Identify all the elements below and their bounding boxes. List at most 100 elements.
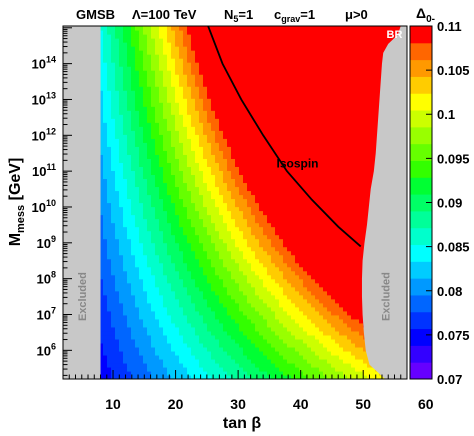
heatmap-cell	[155, 34, 160, 39]
heatmap-cell	[243, 166, 248, 172]
heatmap-cell	[111, 206, 116, 212]
heatmap-cell	[263, 118, 268, 123]
heatmap-cell	[179, 50, 184, 55]
heatmap-cell	[107, 70, 112, 75]
heatmap-cell	[187, 46, 192, 51]
heatmap-cell	[247, 134, 252, 139]
heatmap-cell	[135, 118, 140, 123]
heatmap-cell	[195, 374, 200, 379]
heatmap-cell	[279, 62, 284, 67]
heatmap-cell	[275, 42, 280, 47]
heatmap-cell	[259, 210, 264, 216]
heatmap-cell	[107, 194, 112, 200]
heatmap-cell	[239, 362, 244, 368]
heatmap-cell	[171, 274, 176, 280]
heatmap-cell	[207, 102, 212, 107]
heatmap-cell	[107, 126, 112, 131]
heatmap-cell	[143, 50, 148, 55]
heatmap-cell	[283, 298, 288, 304]
heatmap-cell	[123, 366, 128, 372]
heatmap-cell	[175, 82, 180, 87]
heatmap-cell	[135, 330, 140, 336]
heatmap-cell	[183, 278, 188, 284]
heatmap-cell	[211, 258, 216, 264]
heatmap-cell	[103, 54, 108, 59]
heatmap-cell	[231, 242, 236, 248]
heatmap-cell	[131, 102, 136, 107]
heatmap-cell	[167, 306, 172, 312]
heatmap-cell	[199, 258, 204, 264]
heatmap-cell	[271, 322, 276, 328]
heatmap-cell	[231, 38, 236, 43]
heatmap-cell	[251, 142, 256, 147]
heatmap-cell	[139, 198, 144, 204]
heatmap-cell	[187, 318, 192, 324]
heatmap-cell	[219, 102, 224, 107]
heatmap-cell	[115, 366, 120, 372]
heatmap-cell	[159, 102, 164, 107]
heatmap-cell	[131, 298, 136, 304]
heatmap-cell	[227, 258, 232, 264]
heatmap-cell	[255, 358, 260, 364]
heatmap-cell	[179, 166, 184, 172]
heatmap-cell	[151, 162, 156, 167]
heatmap-cell	[127, 150, 132, 155]
heatmap-cell	[159, 158, 164, 163]
heatmap-cell	[239, 310, 244, 316]
heatmap-cell	[191, 358, 196, 364]
heatmap-cell	[99, 262, 104, 268]
heatmap-cell	[235, 210, 240, 216]
heatmap-cell	[251, 318, 256, 324]
heatmap-cell	[211, 62, 216, 67]
heatmap-cell	[255, 326, 260, 332]
heatmap-cell	[263, 114, 268, 119]
heatmap-cell	[279, 154, 284, 159]
heatmap-cell	[131, 314, 136, 320]
heatmap-cell	[143, 322, 148, 328]
heatmap-cell	[123, 86, 128, 91]
heatmap-cell	[187, 54, 192, 59]
heatmap-cell	[267, 42, 272, 47]
heatmap-cell	[115, 318, 120, 324]
heatmap-cell	[179, 142, 184, 147]
heatmap-cell	[223, 90, 228, 95]
heatmap-cell	[215, 98, 220, 103]
heatmap-cell	[207, 306, 212, 312]
heatmap-cell	[111, 114, 116, 119]
heatmap-cell	[215, 342, 220, 348]
heatmap-cell	[231, 74, 236, 79]
heatmap-cell	[127, 294, 132, 300]
heatmap-cell	[135, 58, 140, 63]
heatmap-cell	[211, 198, 216, 204]
heatmap-cell	[155, 194, 160, 200]
heatmap-cell	[207, 254, 212, 260]
heatmap-cell	[259, 294, 264, 300]
heatmap-cell	[199, 30, 204, 35]
heatmap-cell	[179, 38, 184, 43]
heatmap-cell	[255, 178, 260, 184]
heatmap-cell	[127, 314, 132, 320]
heatmap-cell	[107, 174, 112, 180]
heatmap-cell	[159, 142, 164, 147]
heatmap-cell	[271, 62, 276, 67]
heatmap-cell	[103, 274, 108, 280]
heatmap-cell	[279, 138, 284, 143]
heatmap-cell	[199, 122, 204, 127]
heatmap-cell	[151, 234, 156, 240]
heatmap-cell	[211, 106, 216, 111]
heatmap-cell	[179, 306, 184, 312]
heatmap-cell	[259, 190, 264, 196]
heatmap-cell	[239, 78, 244, 83]
heatmap-cell	[235, 174, 240, 180]
heatmap-cell	[247, 310, 252, 316]
heatmap-cell	[267, 286, 272, 292]
heatmap-cell	[143, 66, 148, 71]
heatmap-cell	[143, 218, 148, 224]
heatmap-cell	[135, 162, 140, 167]
heatmap-cell	[155, 206, 160, 212]
heatmap-cell	[107, 226, 112, 232]
heatmap-cell	[287, 334, 292, 340]
heatmap-cell	[103, 250, 108, 256]
heatmap-cell	[179, 302, 184, 308]
heatmap-cell	[155, 334, 160, 340]
